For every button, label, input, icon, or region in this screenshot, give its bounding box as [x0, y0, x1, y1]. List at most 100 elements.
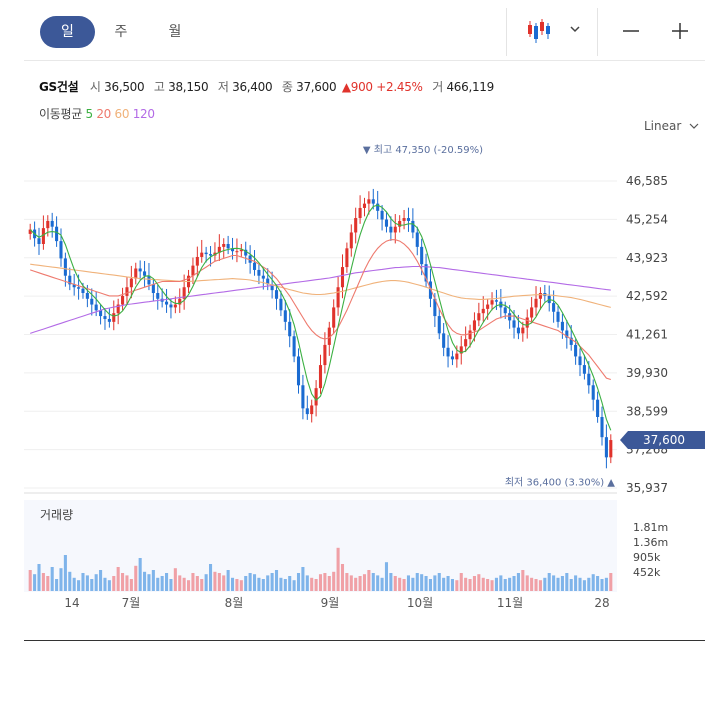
- volume-bar: [393, 576, 397, 591]
- candle: [213, 242, 217, 262]
- candle: [437, 308, 441, 340]
- candle: [217, 234, 221, 262]
- candle: [283, 299, 287, 331]
- volume-bar: [455, 580, 459, 591]
- x-tick-label: 7월: [122, 596, 141, 610]
- candle-body: [81, 288, 85, 294]
- volume-bar: [472, 576, 476, 591]
- candle-body: [455, 353, 459, 360]
- volume-bar: [420, 574, 424, 591]
- candle-body: [244, 249, 248, 256]
- volume-bar: [494, 577, 498, 591]
- candle: [525, 309, 529, 339]
- candle-body: [90, 298, 94, 305]
- volume-bar: [63, 555, 67, 591]
- candle-body: [609, 440, 613, 458]
- chart-type-button[interactable]: [520, 16, 560, 46]
- scale-selector[interactable]: Linear: [644, 119, 699, 133]
- candle-body: [552, 303, 556, 312]
- candle: [406, 207, 411, 232]
- candle-body: [420, 246, 424, 265]
- volume-bar: [143, 571, 147, 591]
- candle: [138, 260, 142, 280]
- candle-body: [143, 271, 147, 276]
- volume-bar: [138, 558, 142, 591]
- candle: [314, 380, 318, 417]
- chevron-down-icon: [689, 123, 699, 129]
- toolbar-divider: [506, 8, 507, 56]
- volume-bar: [121, 573, 125, 591]
- volume-bar: [587, 577, 591, 591]
- volume-tick-label: 452k: [633, 566, 661, 579]
- volume-bar: [169, 579, 173, 591]
- volume-bar: [165, 573, 169, 591]
- candle: [310, 399, 314, 423]
- ma-legend-60: 60: [114, 107, 130, 121]
- tab-day[interactable]: 일: [40, 16, 95, 48]
- candle: [543, 284, 547, 302]
- volume-bar: [547, 573, 551, 591]
- volume-bar: [107, 580, 111, 591]
- y-tick-label: 46,585: [626, 174, 668, 188]
- candle-body: [270, 284, 274, 291]
- volume-bar: [600, 579, 604, 591]
- y-tick-label: 41,261: [626, 328, 668, 342]
- candle: [165, 288, 169, 313]
- min-price-annotation: 최저 36,400 (3.30%) ▲: [505, 477, 615, 489]
- candle-body: [384, 219, 389, 227]
- candle-body: [103, 316, 107, 319]
- candlestick-chart[interactable]: 46,585 45,254 43,923 42,592 41,261 39,930 38,5…: [0, 0, 717, 640]
- candle-body: [398, 220, 402, 227]
- volume-bar: [314, 579, 318, 591]
- candle: [362, 197, 367, 217]
- tab-month[interactable]: 월: [168, 24, 182, 40]
- volume-bar: [582, 580, 586, 591]
- candle: [591, 379, 595, 411]
- candle: [411, 208, 415, 239]
- candle: [116, 298, 120, 325]
- candle: [415, 226, 419, 256]
- volume-bar: [226, 570, 230, 591]
- candle-body: [288, 321, 292, 337]
- volume-bar: [235, 579, 239, 591]
- candle: [565, 320, 569, 349]
- candle-body: [424, 264, 428, 282]
- volume-bar: [28, 570, 32, 591]
- volume-bar: [81, 573, 85, 591]
- candle: [55, 216, 59, 247]
- candle: [402, 209, 406, 230]
- candle: [134, 262, 138, 285]
- volume-bar: [147, 574, 151, 591]
- chart-type-dropdown-icon[interactable]: [568, 22, 582, 36]
- candle: [582, 354, 586, 380]
- candle-body: [503, 307, 507, 314]
- candle-body: [46, 220, 50, 229]
- candle: [195, 246, 199, 277]
- volume-bar: [450, 579, 454, 591]
- candle-body: [266, 278, 270, 285]
- volume-tick-label: 905k: [633, 551, 661, 564]
- volume-bar: [525, 575, 529, 591]
- volume-bar: [195, 576, 199, 591]
- x-tick-label: 8월: [225, 596, 244, 610]
- candle-body: [345, 248, 349, 268]
- volume-bar: [230, 577, 235, 591]
- volume-title: 거래량: [40, 508, 73, 522]
- candle: [257, 264, 261, 285]
- volume-bar: [59, 568, 63, 591]
- zoom-out-button[interactable]: [620, 20, 646, 42]
- candle: [191, 257, 195, 285]
- volume-bar: [371, 573, 375, 591]
- candle-body: [538, 293, 542, 299]
- candle: [112, 300, 116, 331]
- candle-body: [406, 218, 411, 221]
- zoom-in-button[interactable]: [669, 20, 695, 42]
- tab-week[interactable]: 주: [114, 24, 128, 40]
- candle-body: [486, 304, 490, 309]
- volume-tick-label: 1.36m: [633, 536, 668, 549]
- volume-bar: [380, 577, 384, 591]
- candle-body: [222, 243, 226, 247]
- volume-bar: [578, 577, 582, 591]
- candle-body: [191, 265, 195, 276]
- volume-bar: [301, 567, 305, 591]
